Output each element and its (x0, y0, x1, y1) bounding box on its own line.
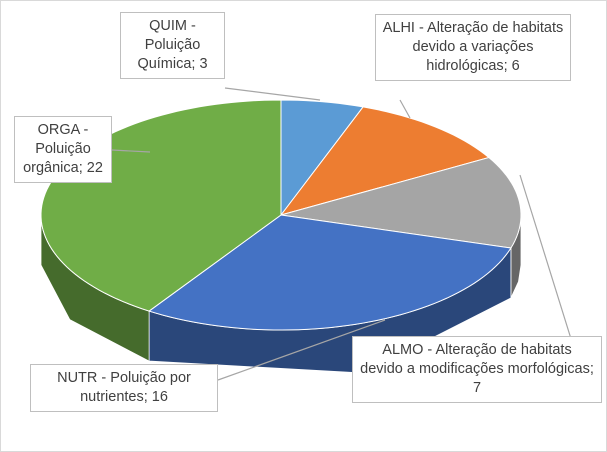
slice (280, 99, 364, 217)
leader-line (224, 87, 321, 101)
data-label: QUIM - Poluição Química; 3 (120, 12, 225, 79)
data-label: ORGA - Poluição orgânica; 22 (14, 116, 112, 183)
slice (279, 106, 490, 216)
data-label: ALHI - Alteração de habitats devido a va… (375, 14, 571, 81)
leader-line (111, 149, 151, 153)
slice (280, 156, 522, 249)
leader-line (519, 174, 600, 343)
leader-line (399, 99, 411, 119)
data-label: ALMO - Alteração de habitats devido a mo… (352, 336, 602, 403)
leader-line (217, 319, 386, 381)
slice (148, 214, 512, 331)
data-label: NUTR - Poluição por nutrientes; 16 (30, 364, 218, 412)
